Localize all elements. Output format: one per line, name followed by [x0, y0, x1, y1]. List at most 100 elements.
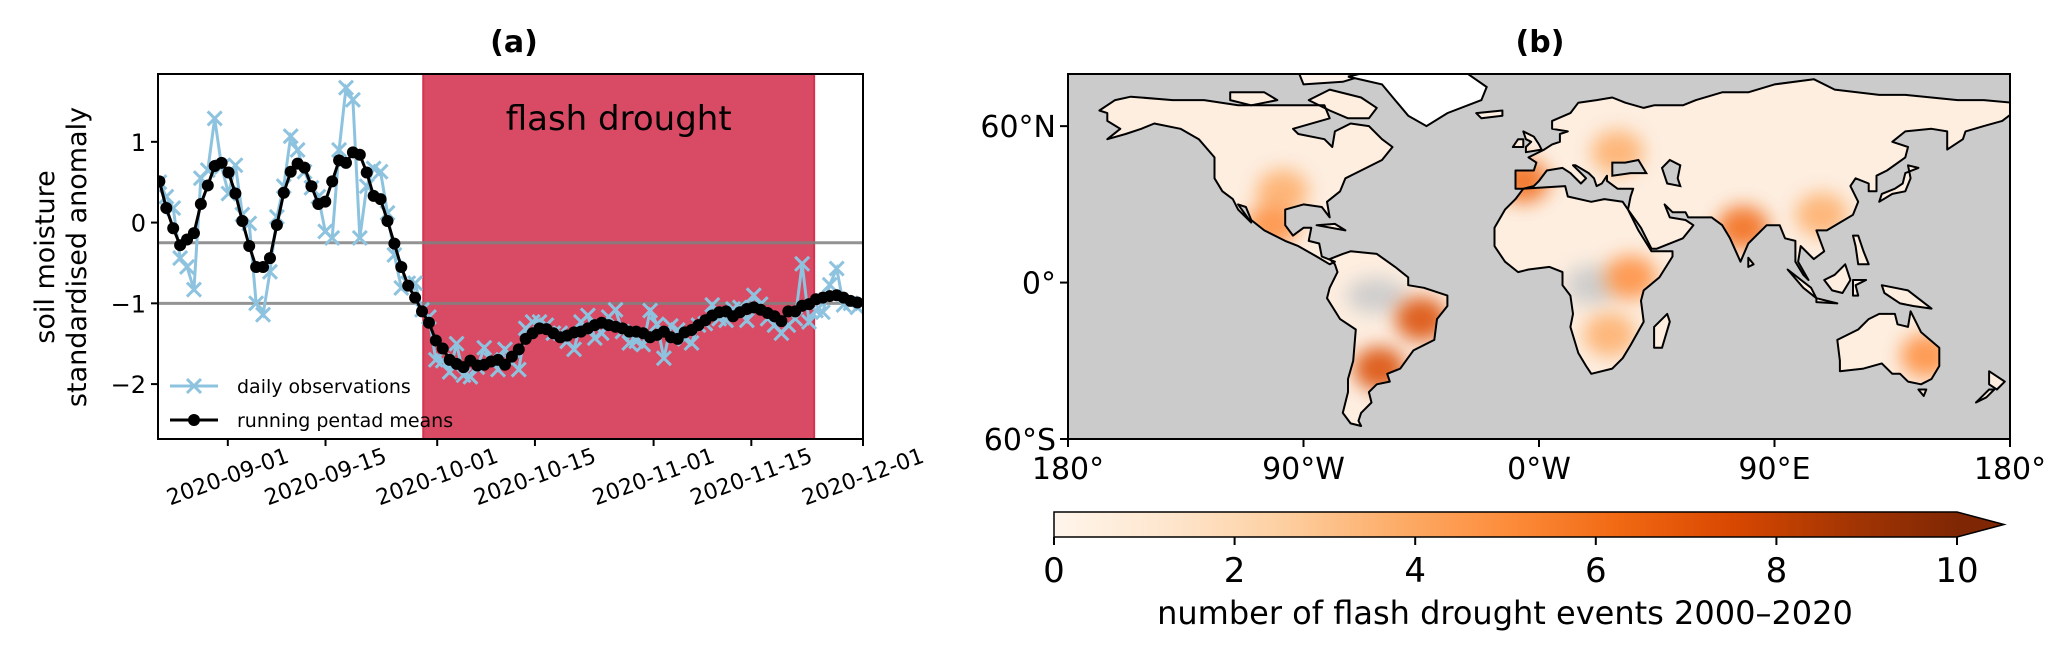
y-label-line-1: soil moisture: [30, 170, 61, 343]
x-tick-label: 2020-12-01: [799, 444, 928, 511]
japan-coastline: [1878, 164, 1920, 203]
borneo: [1824, 264, 1851, 293]
y-tick-label: 1: [131, 129, 146, 157]
running-pentad-means-marker: [339, 156, 352, 169]
lon-tick-label: 90°W: [1262, 452, 1345, 487]
lon-tick-label: 0°W: [1507, 452, 1571, 487]
great-britain-coastline: [1522, 130, 1543, 154]
daily-observations-marker: [324, 229, 341, 246]
running-pentad-means-marker: [360, 166, 373, 179]
lon-tick-label: 90°E: [1738, 452, 1810, 487]
running-pentad-means-marker: [409, 291, 422, 304]
panel-a-y-label: soil moisture standardised anomaly: [30, 107, 93, 407]
flash-drought-label: flash drought: [506, 99, 732, 139]
running-pentad-means-marker: [187, 227, 200, 240]
daily-observations-marker: [248, 295, 265, 312]
daily-observations-marker: [814, 304, 831, 321]
running-pentad-means-marker: [429, 334, 442, 347]
running-pentad-means-marker: [305, 180, 318, 193]
legend-entry-daily: daily observations: [170, 376, 411, 398]
hotspot-us-great-plains: [1256, 169, 1309, 214]
sulawesi-coastline: [1852, 279, 1868, 297]
colorbar-tick-label: 10: [1935, 551, 1978, 591]
black-sea: [1611, 158, 1649, 177]
south-america-coastline: [1326, 250, 1449, 427]
running-pentad-means-marker: [194, 198, 207, 211]
running-pentad-means-marker: [243, 240, 256, 253]
running-pentad-means-marker: [353, 148, 366, 161]
running-pentad-means-marker: [388, 237, 401, 250]
colorbar-ticks: 0 2 4 6 8 10: [1043, 537, 1979, 591]
running-pentad-means-marker: [158, 175, 166, 188]
daily-observations-marker: [337, 79, 355, 96]
victoria-island-coastline: [1229, 91, 1279, 107]
daily-observations-marker: [178, 258, 196, 276]
daily-observations-marker: [351, 229, 368, 246]
running-pentad-means-marker: [395, 260, 408, 273]
y-tick-label: −1: [111, 290, 146, 318]
legend-label-daily: daily observations: [237, 376, 411, 398]
running-pentad-means-marker: [215, 156, 228, 169]
daily-observations-marker: [331, 141, 348, 158]
japan: [1879, 165, 1919, 202]
legend-label-pentad: running pentad means: [237, 410, 453, 432]
baffin-island-coastline: [1307, 88, 1378, 120]
running-pentad-means-marker: [160, 202, 173, 215]
daily-observations-marker: [344, 91, 361, 108]
lat-tick-label: 60°S: [984, 423, 1056, 458]
amazon-no-data: [1346, 277, 1407, 314]
running-pentad-means-marker: [167, 222, 180, 235]
colorbar-tick-label: 6: [1585, 551, 1607, 591]
greenland: [1347, 74, 1488, 128]
running-pentad-means-marker: [229, 187, 242, 200]
running-pentad-means-marker: [201, 179, 214, 192]
panel-b-title: (b): [1516, 25, 1565, 60]
panel-a-title: (a): [490, 25, 538, 60]
map: [1068, 74, 2010, 439]
new-zealand-north-coastline: [1988, 370, 2006, 391]
running-pentad-means-marker: [257, 260, 270, 273]
running-pentad-means-marker: [236, 214, 249, 227]
north-america-coastline: [1098, 95, 1394, 266]
running-pentad-means-marker: [319, 195, 332, 208]
panel-a-marks: [158, 74, 863, 439]
eurasia: [1515, 79, 2010, 280]
daily-observations-marker: [800, 313, 818, 330]
iceland-coastline: [1475, 109, 1504, 120]
running-pentad-means-marker: [436, 342, 449, 355]
daily-observations-marker: [510, 361, 527, 378]
new-guinea: [1881, 285, 1932, 309]
running-pentad-means-marker: [222, 166, 235, 179]
running-pentad-means-marker: [381, 214, 394, 227]
legend-x-marker-icon: [185, 377, 203, 395]
cuba-coastline: [1315, 222, 1347, 232]
daily-observations-marker: [372, 163, 389, 180]
daily-observations-marker: [282, 128, 299, 145]
colorbar-tick-label: 8: [1766, 551, 1788, 591]
running-pentad-means-marker: [284, 165, 297, 178]
daily-observations-marker: [476, 339, 493, 356]
y-tick-label: −2: [111, 371, 146, 399]
legend-dot-marker-icon: [188, 414, 200, 426]
running-pentad-means-marker: [270, 219, 283, 232]
panel-b: (b) 180° 90°W 0°W 90°E 180° 60°N 0° 60°S 0 2 4 6 8 1…: [980, 25, 2046, 632]
ellesmere-island-coastline: [1298, 74, 1372, 86]
eurasia-coastline: [1514, 78, 2010, 281]
running-pentad-means-marker: [402, 279, 415, 292]
flash-drought-shading: [422, 74, 816, 439]
java-coastline: [1815, 297, 1839, 305]
madagascar: [1654, 313, 1670, 348]
daily-observations-marker: [289, 141, 306, 158]
legend-entry-pentad: running pentad means: [170, 410, 453, 432]
panel-a: (a) soil moisture standardised anomaly f…: [30, 25, 928, 511]
lon-tick-label: 180°: [1032, 452, 1104, 487]
new-guinea-coastline: [1880, 284, 1933, 310]
new-zealand-south-coastline: [1975, 388, 1996, 404]
running-pentad-means-marker: [374, 193, 387, 206]
coastlines: [1098, 74, 2010, 427]
colorbar-tick-label: 2: [1224, 551, 1246, 591]
axes-frame-a: [157, 73, 864, 440]
daily-observations-marker: [683, 334, 700, 351]
daily-observations-marker: [821, 276, 838, 293]
